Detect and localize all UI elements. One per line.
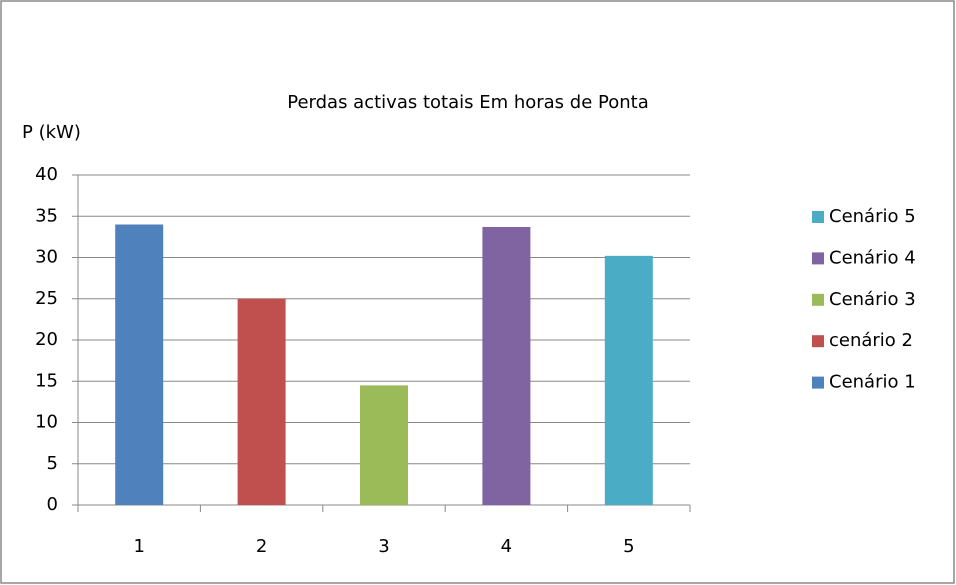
y-tick-label: 20	[35, 329, 58, 350]
chart-title: Perdas activas totais Em horas de Ponta	[287, 92, 648, 113]
y-tick-label: 0	[47, 494, 58, 515]
bar	[360, 385, 408, 505]
legend-label: cenário 2	[829, 330, 913, 351]
legend-label: Cenário 5	[829, 206, 916, 227]
bar	[115, 224, 164, 505]
y-tick-label: 40	[35, 164, 58, 185]
legend-swatch	[812, 211, 824, 223]
x-tick-label: 3	[378, 536, 389, 557]
legend-swatch	[812, 293, 824, 306]
y-tick-label: 35	[35, 205, 58, 226]
legend-swatch	[812, 335, 824, 348]
y-tick-label: 30	[35, 247, 58, 268]
legend-label: Cenário 4	[829, 247, 916, 268]
legend-label: Cenário 1	[829, 372, 916, 393]
y-tick-label: 10	[35, 412, 58, 433]
legend-label: Cenário 3	[829, 289, 916, 310]
x-tick-label: 1	[133, 536, 144, 557]
bar	[237, 298, 286, 505]
legend-swatch	[812, 376, 824, 389]
y-tick-label: 15	[35, 370, 58, 391]
legend-swatch	[812, 252, 824, 265]
x-tick-label: 2	[256, 536, 267, 557]
bar	[482, 226, 531, 505]
y-axis-label: P (kW)	[22, 122, 81, 143]
bar	[604, 255, 653, 505]
y-tick-label: 25	[35, 288, 58, 309]
x-tick-label: 5	[623, 536, 634, 557]
y-tick-label: 5	[47, 453, 58, 474]
x-tick-label: 4	[501, 536, 512, 557]
